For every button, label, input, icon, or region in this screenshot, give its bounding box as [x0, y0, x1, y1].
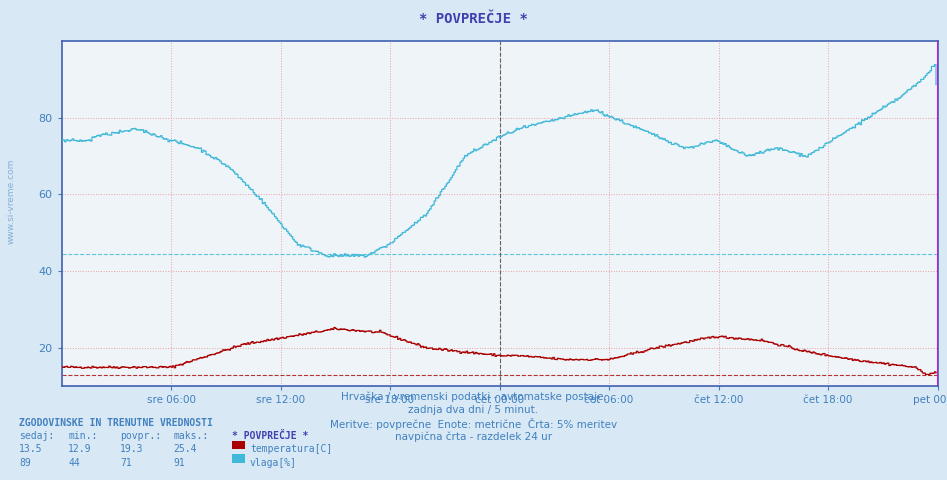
- Text: min.:: min.:: [68, 431, 98, 441]
- Text: navpična črta - razdelek 24 ur: navpična črta - razdelek 24 ur: [395, 432, 552, 442]
- Text: * POVPREČJE *: * POVPREČJE *: [420, 12, 527, 26]
- Text: maks.:: maks.:: [173, 431, 208, 441]
- Text: 12.9: 12.9: [68, 444, 92, 455]
- Text: ZGODOVINSKE IN TRENUTNE VREDNOSTI: ZGODOVINSKE IN TRENUTNE VREDNOSTI: [19, 418, 213, 428]
- Text: vlaga[%]: vlaga[%]: [250, 458, 297, 468]
- Text: * POVPREČJE *: * POVPREČJE *: [232, 431, 309, 441]
- Text: 44: 44: [68, 458, 80, 468]
- Text: 25.4: 25.4: [173, 444, 197, 455]
- Text: 89: 89: [19, 458, 30, 468]
- Text: Hrvaška / vremenski podatki - avtomatske postaje.: Hrvaška / vremenski podatki - avtomatske…: [341, 391, 606, 402]
- Text: 13.5: 13.5: [19, 444, 43, 455]
- Text: zadnja dva dni / 5 minut.: zadnja dva dni / 5 minut.: [408, 405, 539, 415]
- Text: www.si-vreme.com: www.si-vreme.com: [7, 159, 16, 244]
- Text: sedaj:: sedaj:: [19, 431, 54, 441]
- Text: 91: 91: [173, 458, 185, 468]
- Text: temperatura[C]: temperatura[C]: [250, 444, 332, 455]
- Text: 19.3: 19.3: [120, 444, 144, 455]
- Text: Meritve: povprečne  Enote: metrične  Črta: 5% meritev: Meritve: povprečne Enote: metrične Črta:…: [330, 418, 617, 430]
- Text: povpr.:: povpr.:: [120, 431, 161, 441]
- Text: 71: 71: [120, 458, 132, 468]
